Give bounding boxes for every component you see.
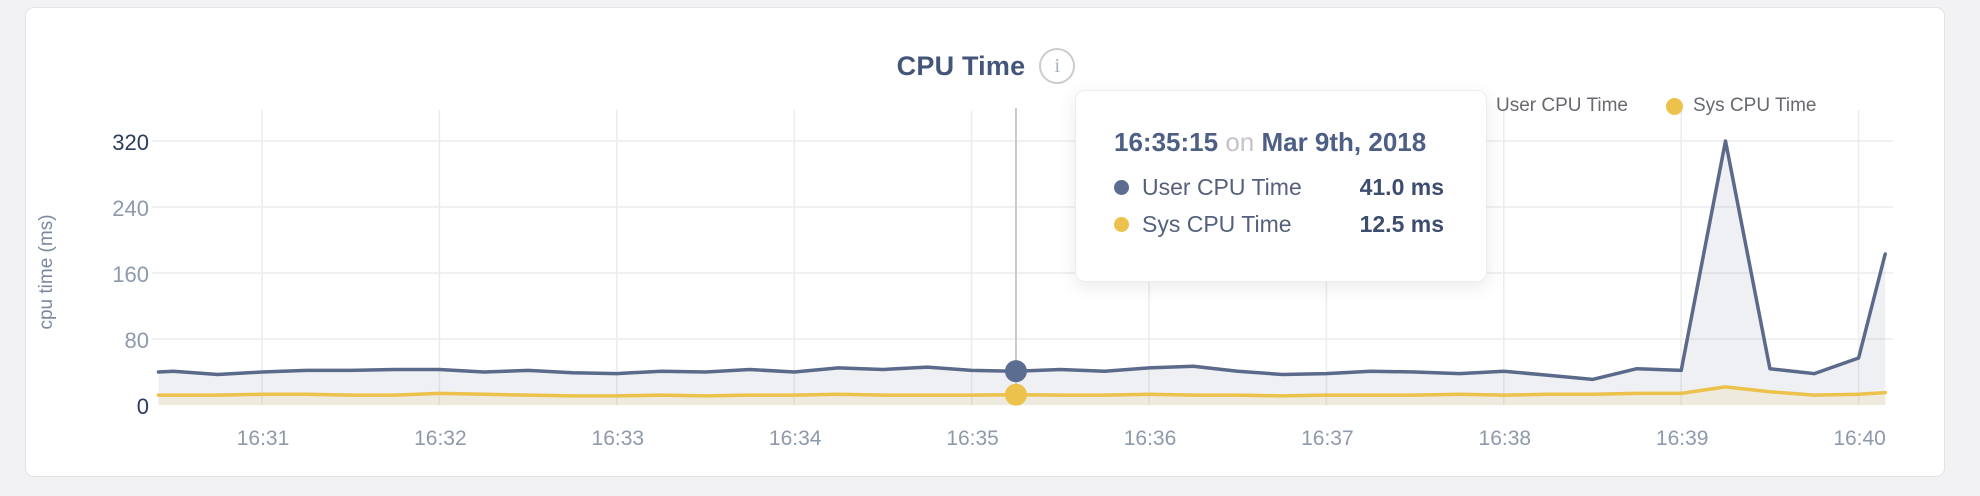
tooltip-row-value: 12.5 ms [1359,211,1444,237]
x-tick-label: 16:38 [1478,427,1532,450]
legend-label-user: User CPU Time [1496,95,1628,116]
tooltip-time: 16:35:15 [1114,127,1219,157]
legend-item-sys[interactable]: Sys CPU Time [1665,95,1817,117]
tooltip-title: 16:35:15 on Mar 9th, 2018 [1114,127,1486,158]
x-tick-label: 16:35 [946,427,999,450]
x-tick-label: 16:32 [414,427,467,450]
user-area [158,141,1886,405]
tooltip-row: Sys CPU Time 12.5 ms [1114,211,1444,238]
x-tick-label: 16:39 [1655,427,1709,450]
hover-dot-user [1004,360,1027,383]
tooltip-row-label: User CPU Time [1142,174,1302,200]
hover-dot-sys [1004,383,1027,406]
legend: User CPU Time Sys CPU Time [1469,88,1817,124]
x-tick-label: 16:37 [1301,427,1354,450]
y-tick-label: 80 [124,328,149,353]
y-tick-label: 0 [136,394,149,419]
y-tick-label: 320 [112,130,149,155]
tooltip-row-label: Sys CPU Time [1142,211,1292,237]
series-dot-icon [1665,97,1683,115]
tooltip-connector: on [1225,127,1255,157]
user-line [156,139,1887,382]
y-tick-label: 240 [112,196,149,221]
legend-label-sys: Sys CPU Time [1692,95,1817,116]
series-dot-icon [1114,217,1129,232]
x-tick-label: 16:33 [591,427,645,450]
series-dot-icon [1114,180,1129,195]
x-tick-label: 16:34 [768,427,822,450]
x-tick-label: 16:40 [1833,427,1886,450]
tooltip-row: User CPU Time 41.0 ms [1114,174,1444,201]
chart-card: CPU Time i cpu time (ms) 0 80 160 240 320 16… [25,7,1945,477]
hover-tooltip: 16:35:15 on Mar 9th, 2018 User CPU Time … [1075,90,1487,282]
legend-item-user[interactable]: User CPU Time [1469,95,1628,117]
x-tick-label: 16:36 [1123,427,1177,450]
tooltip-row-value: 41.0 ms [1359,174,1444,200]
y-tick-label: 160 [112,262,149,287]
chart-title: CPU Time [896,50,1026,81]
tooltip-date: Mar 9th, 2018 [1261,127,1427,157]
chart-header: CPU Time i [26,48,1946,84]
info-icon[interactable]: i [1039,48,1076,84]
x-tick-label: 16:31 [236,427,290,450]
